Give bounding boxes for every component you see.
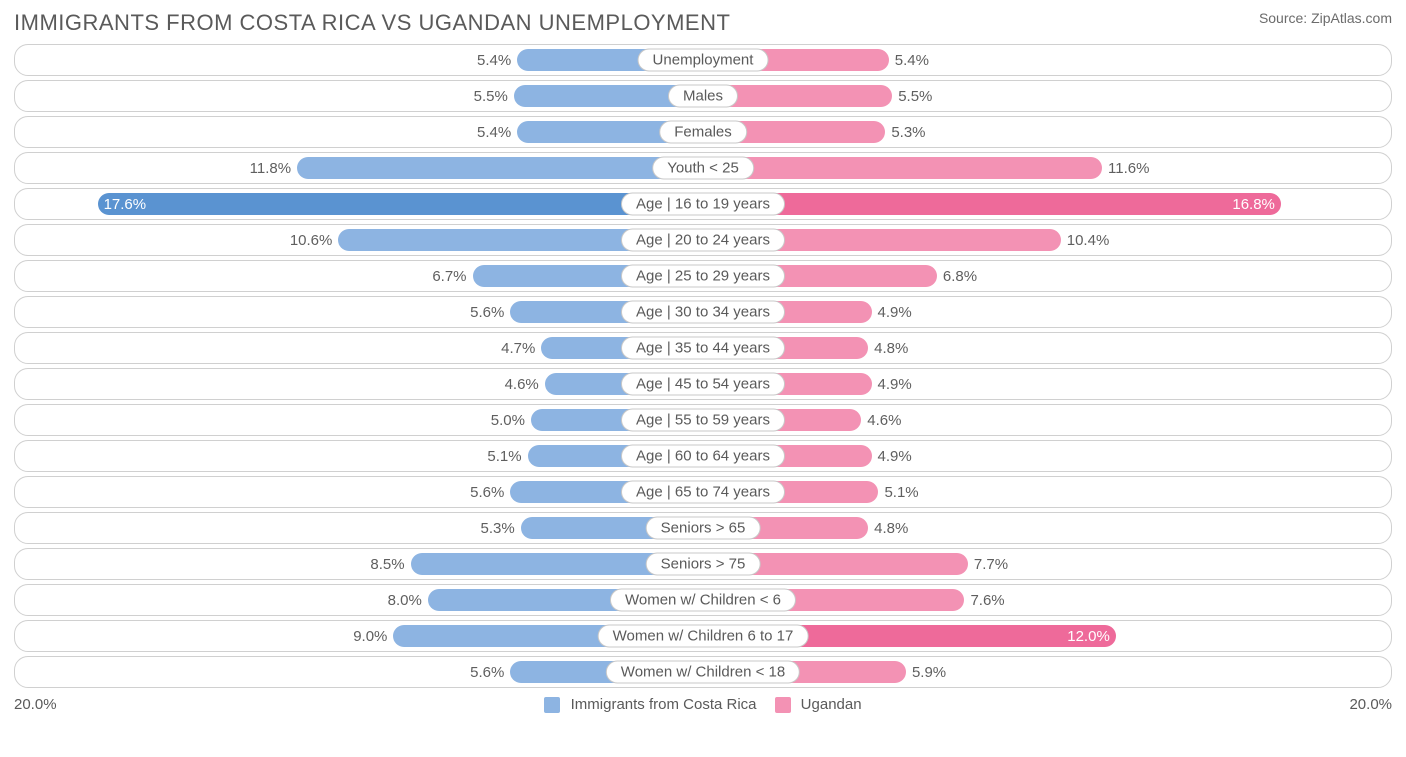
category-label: Unemployment — [638, 49, 769, 72]
chart-footer: 20.0% Immigrants from Costa Rica Ugandan… — [14, 696, 1392, 713]
value-right: 16.8% — [1232, 193, 1275, 215]
bar-row: 8.5% 7.7% Seniors > 75 — [14, 548, 1392, 580]
category-label: Women w/ Children < 18 — [606, 661, 800, 684]
value-left: 11.8% — [231, 153, 297, 183]
bar-row: 5.1% 4.9% Age | 60 to 64 years — [14, 440, 1392, 472]
value-right: 5.9% — [906, 657, 972, 687]
bar-left — [297, 157, 703, 179]
value-right: 5.1% — [878, 477, 944, 507]
bar-right — [703, 157, 1102, 179]
value-right: 4.9% — [872, 441, 938, 471]
value-left: 8.0% — [362, 585, 428, 615]
value-right: 4.9% — [872, 297, 938, 327]
bar-row: 9.0% 12.0% Women w/ Children 6 to 17 — [14, 620, 1392, 652]
category-label: Age | 65 to 74 years — [621, 481, 785, 504]
value-right: 5.3% — [885, 117, 951, 147]
legend-label-right: Ugandan — [801, 696, 862, 713]
bar-row: 5.6% 5.9% Women w/ Children < 18 — [14, 656, 1392, 688]
value-left: 5.6% — [444, 477, 510, 507]
legend-item-right: Ugandan — [775, 696, 862, 713]
bar-row: 5.6% 5.1% Age | 65 to 74 years — [14, 476, 1392, 508]
value-right: 4.8% — [868, 513, 934, 543]
value-right: 12.0% — [1067, 625, 1110, 647]
bar-row: 4.7% 4.8% Age | 35 to 44 years — [14, 332, 1392, 364]
value-right: 4.8% — [868, 333, 934, 363]
category-label: Women w/ Children < 6 — [610, 589, 796, 612]
value-left: 9.0% — [327, 621, 393, 651]
bar-row: 5.4% 5.4% Unemployment — [14, 44, 1392, 76]
bar-left: 17.6% — [98, 193, 703, 215]
bar-row: 5.0% 4.6% Age | 55 to 59 years — [14, 404, 1392, 436]
category-label: Age | 45 to 54 years — [621, 373, 785, 396]
value-right: 4.6% — [861, 405, 927, 435]
bar-row: 5.3% 4.8% Seniors > 65 — [14, 512, 1392, 544]
value-left: 5.1% — [462, 441, 528, 471]
bar-row: 6.7% 6.8% Age | 25 to 29 years — [14, 260, 1392, 292]
value-left: 4.6% — [479, 369, 545, 399]
chart-title: IMMIGRANTS FROM COSTA RICA VS UGANDAN UN… — [14, 10, 730, 36]
bar-row: 5.4% 5.3% Females — [14, 116, 1392, 148]
bar-row: 8.0% 7.6% Women w/ Children < 6 — [14, 584, 1392, 616]
category-label: Males — [668, 85, 738, 108]
value-right: 4.9% — [872, 369, 938, 399]
category-label: Females — [659, 121, 747, 144]
axis-left-max: 20.0% — [14, 696, 544, 713]
diverging-bar-chart: 5.4% 5.4% Unemployment 5.5% 5.5% Males 5.4% 5.3… — [14, 44, 1392, 688]
value-right: 7.6% — [964, 585, 1030, 615]
category-label: Youth < 25 — [652, 157, 754, 180]
category-label: Women w/ Children 6 to 17 — [598, 625, 809, 648]
legend-swatch-left — [544, 697, 560, 713]
category-label: Age | 16 to 19 years — [621, 193, 785, 216]
legend-swatch-right — [775, 697, 791, 713]
value-left: 5.3% — [455, 513, 521, 543]
category-label: Age | 60 to 64 years — [621, 445, 785, 468]
value-left: 4.7% — [475, 333, 541, 363]
value-left: 6.7% — [407, 261, 473, 291]
value-right: 7.7% — [968, 549, 1034, 579]
category-label: Age | 20 to 24 years — [621, 229, 785, 252]
bar-row: 10.6% 10.4% Age | 20 to 24 years — [14, 224, 1392, 256]
value-left: 5.6% — [444, 297, 510, 327]
value-right: 10.4% — [1061, 225, 1127, 255]
bar-row: 11.8% 11.6% Youth < 25 — [14, 152, 1392, 184]
value-left: 17.6% — [104, 193, 147, 215]
value-left: 5.5% — [448, 81, 514, 111]
bar-row: 4.6% 4.9% Age | 45 to 54 years — [14, 368, 1392, 400]
category-label: Age | 55 to 59 years — [621, 409, 785, 432]
value-right: 6.8% — [937, 261, 1003, 291]
value-right: 5.4% — [889, 45, 955, 75]
legend-label-left: Immigrants from Costa Rica — [571, 696, 757, 713]
value-left: 10.6% — [272, 225, 338, 255]
category-label: Age | 25 to 29 years — [621, 265, 785, 288]
category-label: Seniors > 65 — [646, 517, 761, 540]
value-left: 5.4% — [451, 117, 517, 147]
value-left: 8.5% — [345, 549, 411, 579]
bar-row: 17.6% 16.8% Age | 16 to 19 years — [14, 188, 1392, 220]
axis-right-max: 20.0% — [862, 696, 1392, 713]
value-left: 5.0% — [465, 405, 531, 435]
bar-row: 5.6% 4.9% Age | 30 to 34 years — [14, 296, 1392, 328]
value-right: 11.6% — [1102, 153, 1168, 183]
chart-source: Source: ZipAtlas.com — [1259, 10, 1392, 26]
legend: Immigrants from Costa Rica Ugandan — [544, 696, 861, 713]
bar-row: 5.5% 5.5% Males — [14, 80, 1392, 112]
value-left: 5.4% — [451, 45, 517, 75]
legend-item-left: Immigrants from Costa Rica — [544, 696, 756, 713]
category-label: Seniors > 75 — [646, 553, 761, 576]
category-label: Age | 30 to 34 years — [621, 301, 785, 324]
value-left: 5.6% — [444, 657, 510, 687]
value-right: 5.5% — [892, 81, 958, 111]
bar-right: 16.8% — [703, 193, 1281, 215]
category-label: Age | 35 to 44 years — [621, 337, 785, 360]
